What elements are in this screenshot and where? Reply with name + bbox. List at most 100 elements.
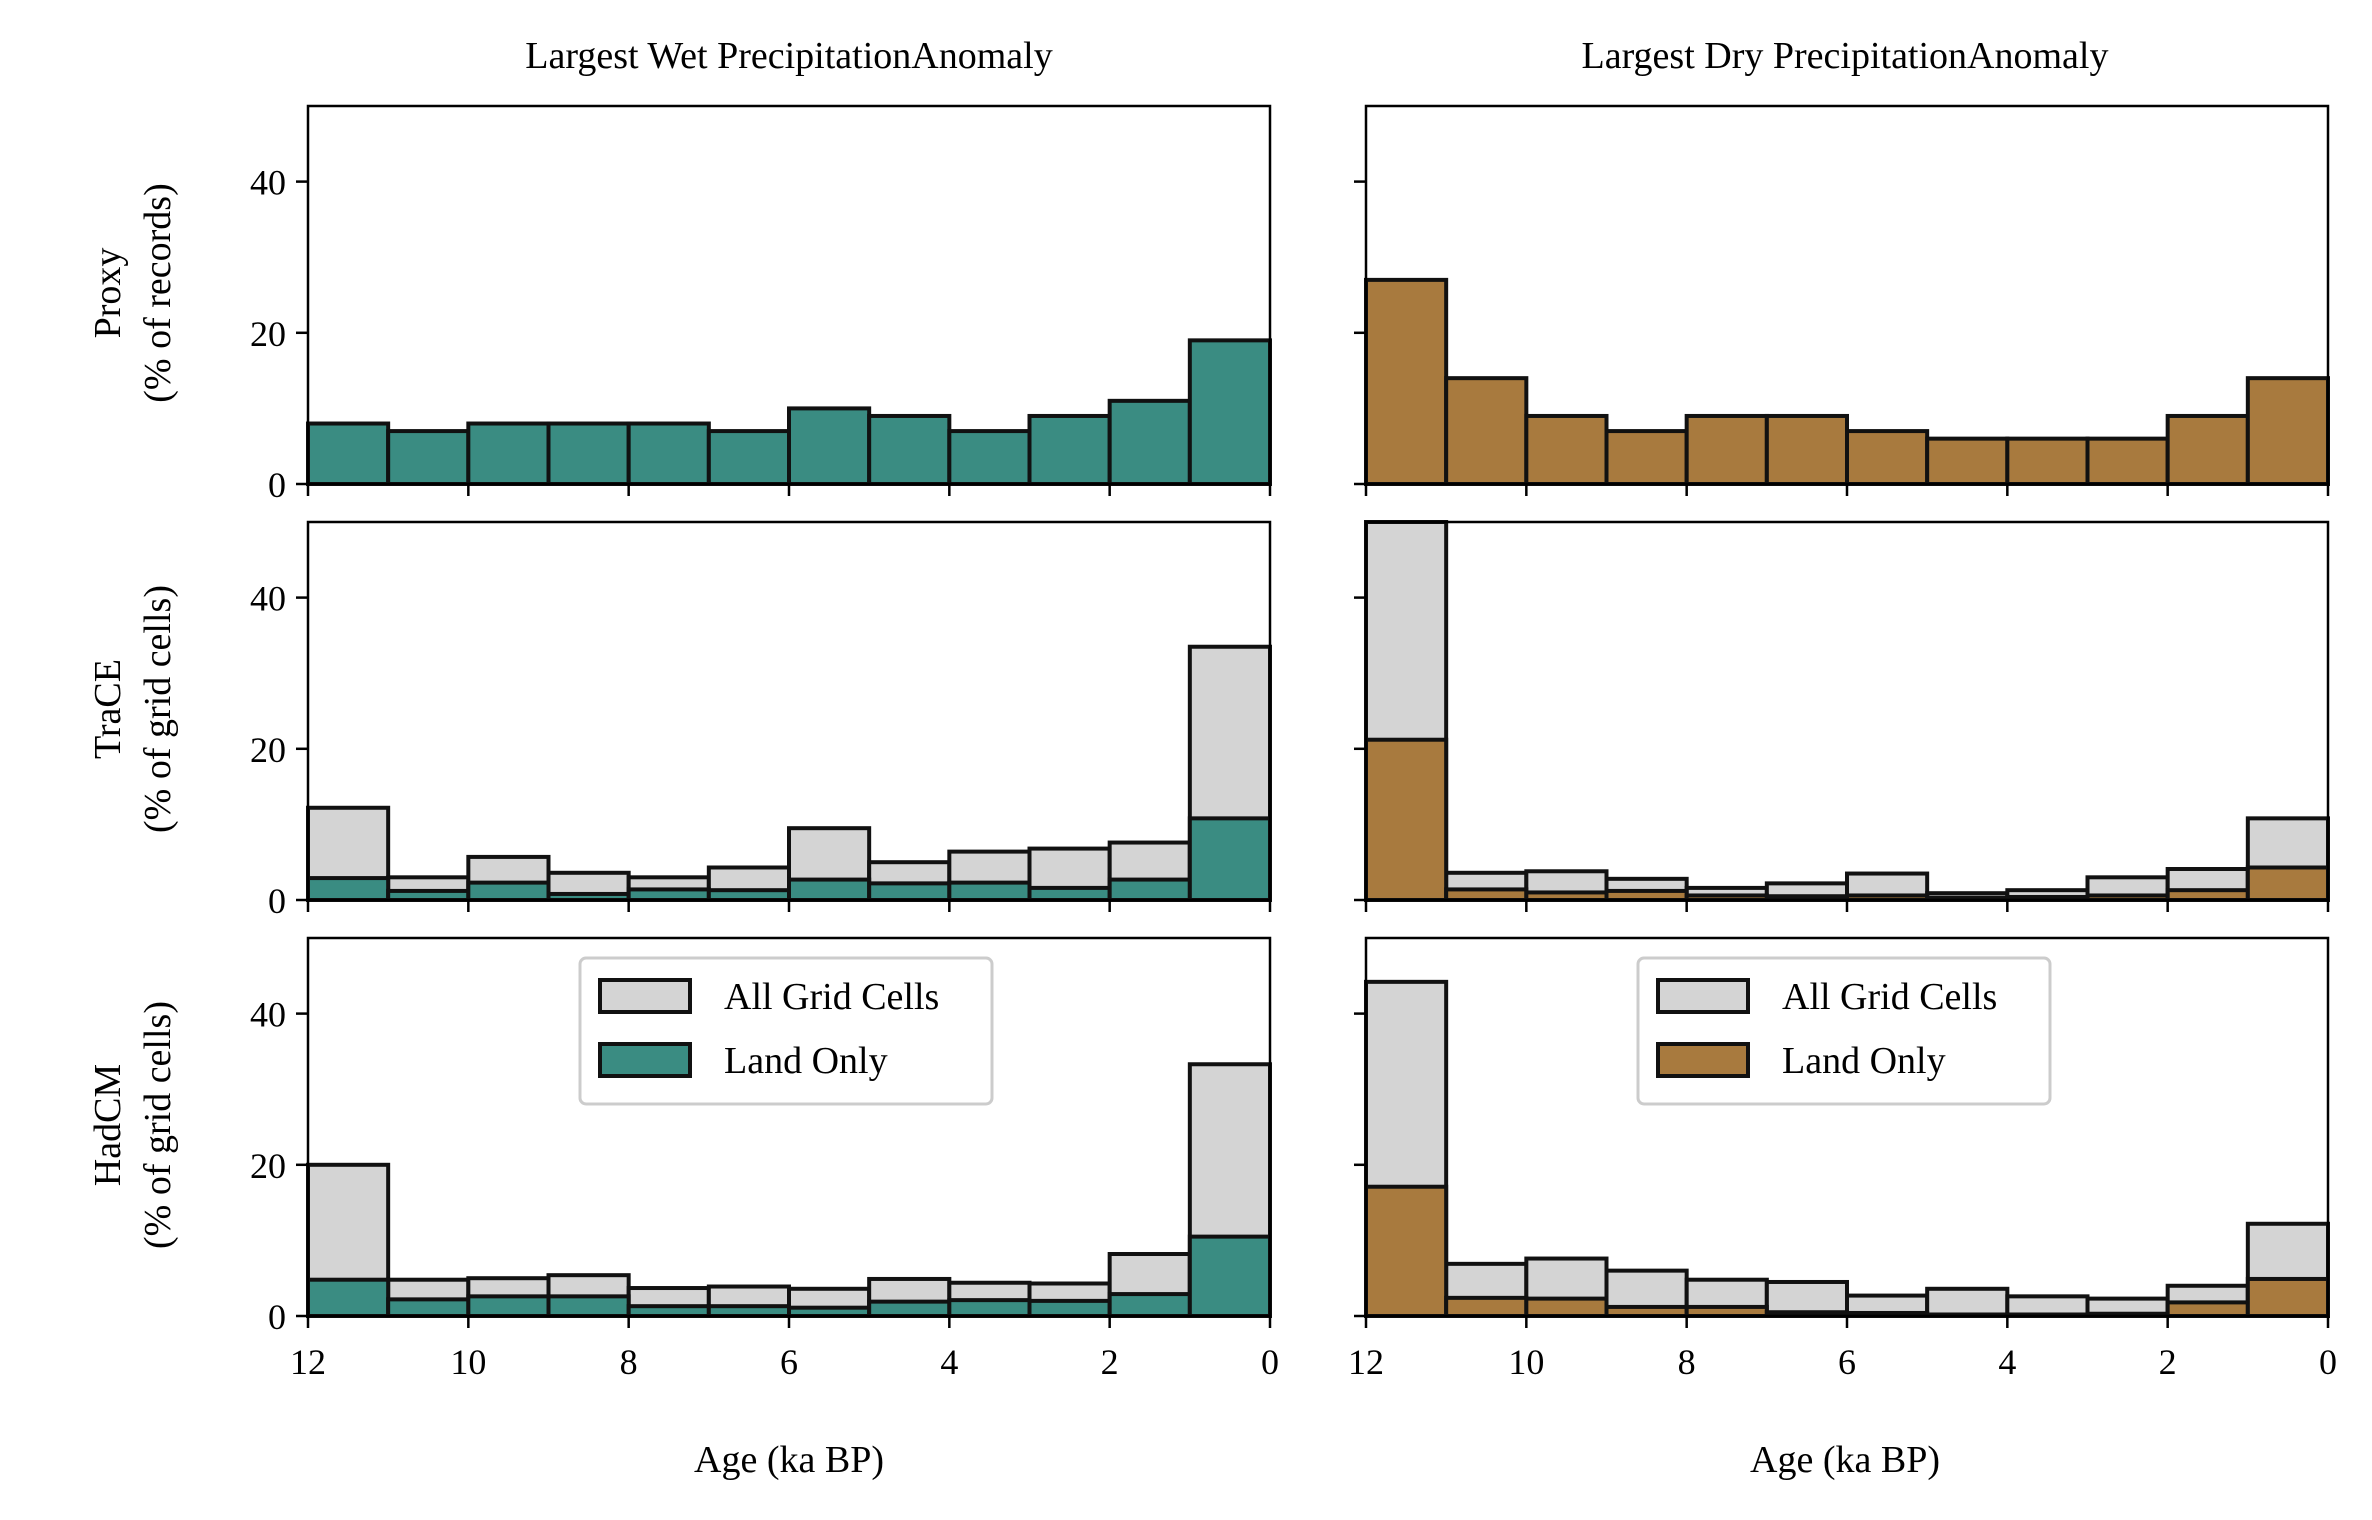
y-tick-label: 0 (268, 465, 286, 505)
bar (1364, 277, 1449, 486)
x-tick-label: 12 (1348, 1342, 1384, 1382)
x-tick-label: 8 (1678, 1342, 1696, 1382)
legend-swatch (1656, 978, 1750, 1014)
series-records-proxy-wet (306, 338, 1273, 486)
bar (1187, 338, 1273, 486)
bar (2165, 888, 2250, 902)
bar (867, 1299, 952, 1318)
x-tick-label: 6 (1838, 1342, 1856, 1382)
y-axis-label-trace-line1: TraCE (87, 659, 129, 759)
bar (2165, 413, 2250, 486)
bar (1027, 885, 1112, 902)
panel-proxy-dry (1354, 104, 2330, 496)
bar (2085, 436, 2170, 487)
y-tick-label: 20 (250, 1146, 286, 1186)
y-axis-label-hadcm-line1: HadCM (87, 1064, 129, 1186)
x-tick-label: 0 (1261, 1342, 1279, 1382)
bar (626, 421, 711, 486)
bar (1684, 1304, 1769, 1318)
bar (1027, 1298, 1112, 1319)
series-all-grid-cells-trace-dry (1364, 520, 2330, 903)
series-land-only-hadcm-dry (1364, 1184, 2330, 1319)
y-axis-label-hadcm: HadCM (% of grid cells) (87, 1001, 179, 1249)
legend-swatch (598, 1042, 692, 1078)
x-axis-label-dry: Age (ka BP) (1750, 1439, 1940, 1481)
x-tick-label: 8 (620, 1342, 638, 1382)
bar (2165, 1300, 2250, 1318)
bar (306, 1277, 391, 1319)
bar (1684, 413, 1769, 486)
bar (1364, 737, 1449, 903)
x-tick-label: 0 (2319, 1342, 2337, 1382)
legend-label: Land Only (724, 1040, 888, 1082)
bar (867, 413, 952, 486)
y-tick-label: 20 (250, 314, 286, 354)
bar (947, 1298, 1032, 1319)
bar (1187, 1234, 1273, 1318)
bar (1524, 413, 1609, 486)
bar (386, 888, 471, 902)
bar (2005, 436, 2090, 487)
x-tick-label: 2 (1101, 1342, 1119, 1382)
column-title-dry: Largest Dry PrecipitationAnomaly (1582, 35, 2109, 77)
x-tick-label: 12 (290, 1342, 326, 1382)
bar (306, 876, 391, 902)
legend-hadcm-wet: All Grid Cells Land Only (578, 956, 994, 1106)
bar (546, 421, 631, 486)
bar (466, 1294, 551, 1318)
bar (386, 429, 471, 486)
series-all-grid-cells-trace-wet (306, 644, 1273, 903)
bar (787, 877, 872, 903)
axes-frame (1364, 520, 2330, 902)
bar (1027, 413, 1112, 486)
bar (1364, 1184, 1449, 1318)
panel-trace-wet: 0 20 40 (250, 520, 1273, 921)
bar (706, 1304, 791, 1318)
legend-swatch (598, 978, 692, 1014)
legend-label: Land Only (1782, 1040, 1946, 1082)
y-axis-label-proxy: Proxy (% of records) (87, 183, 179, 402)
bar (1845, 429, 1930, 486)
bar (1604, 888, 1689, 902)
bar (626, 1304, 711, 1318)
x-tick-label: 4 (940, 1342, 958, 1382)
x-tick-label: 6 (780, 1342, 798, 1382)
x-tick-label: 10 (450, 1342, 486, 1382)
bar (1107, 398, 1192, 486)
bar (1925, 436, 2010, 487)
bar (2245, 865, 2330, 903)
bar (1524, 1296, 1609, 1319)
bar (1925, 1286, 2010, 1319)
bar (1107, 877, 1192, 903)
legend-label: All Grid Cells (724, 976, 939, 1018)
y-axis-label-proxy-line2: (% of records) (137, 183, 179, 402)
bar (787, 406, 872, 486)
bar (1764, 413, 1850, 486)
bar (306, 421, 391, 486)
bar (2245, 1276, 2330, 1319)
y-axis-label-proxy-line1: Proxy (87, 248, 129, 339)
y-axis-label-hadcm-line2: (% of grid cells) (137, 1001, 179, 1249)
bar (1444, 1295, 1529, 1318)
bar (706, 888, 791, 902)
bar (1187, 816, 1273, 902)
panel-proxy-wet: 0 20 40 (250, 104, 1273, 505)
bar (466, 421, 551, 486)
panel-trace-dry (1354, 520, 2330, 912)
bar (1444, 887, 1529, 903)
bar (1107, 1292, 1192, 1319)
x-axis-label-wet: Age (ka BP) (694, 1439, 884, 1481)
legend-label: All Grid Cells (1782, 976, 1997, 1018)
bar (1444, 376, 1529, 486)
legend-swatch (1656, 1042, 1750, 1078)
bar (2245, 376, 2330, 486)
series-records-proxy-dry (1364, 277, 2330, 487)
bar (546, 1294, 631, 1318)
bar (947, 880, 1032, 902)
panel-hadcm-dry: 12 10 8 6 4 2 0 All Grid Cells Land Only (1348, 936, 2337, 1382)
bar (1604, 1304, 1689, 1318)
y-tick-label: 40 (250, 579, 286, 619)
legend-hadcm-dry: All Grid Cells Land Only (1636, 956, 2052, 1106)
